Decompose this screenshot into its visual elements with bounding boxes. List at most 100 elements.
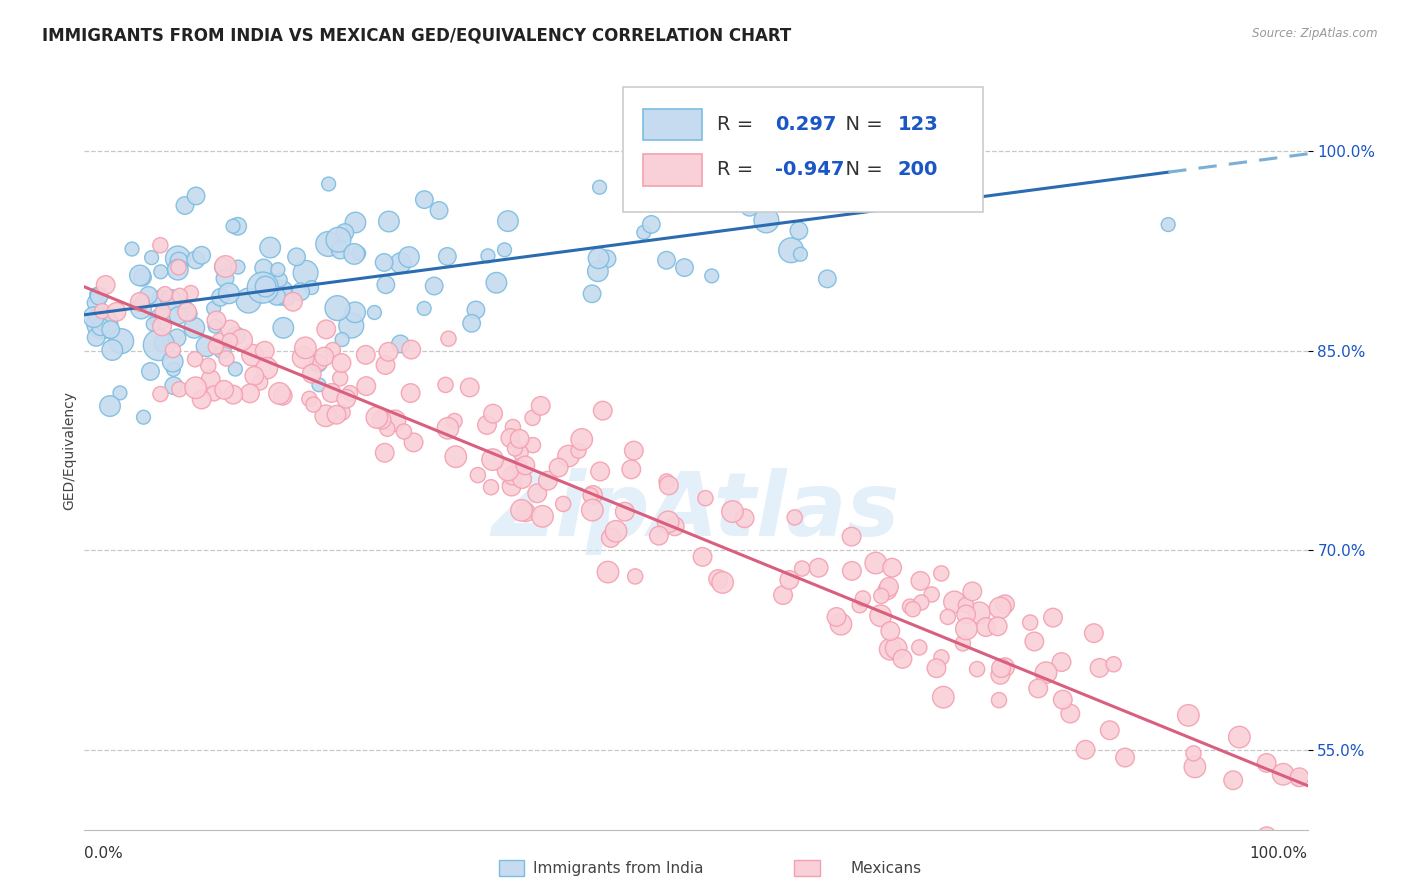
Point (100, 323, 122, 337)
Point (402, 435, 425, 450)
Point (1024, 634, 1046, 648)
Text: 100.0%: 100.0% (1250, 846, 1308, 861)
Point (91, 316, 114, 330)
Point (205, 313, 228, 327)
Point (152, 336, 174, 351)
Point (876, 583, 898, 598)
Point (326, 301, 349, 315)
Point (988, 668, 1011, 682)
Point (121, 242, 143, 256)
Point (141, 251, 163, 265)
Point (149, 238, 172, 252)
Point (131, 294, 153, 309)
Point (266, 289, 288, 303)
Text: Mexicans: Mexicans (851, 862, 921, 876)
Point (212, 383, 235, 397)
Point (755, 213, 778, 227)
Point (515, 458, 537, 473)
Point (1256, 829, 1278, 843)
Point (204, 340, 226, 354)
Point (640, 218, 662, 232)
Point (374, 277, 396, 292)
Point (929, 566, 952, 581)
Point (443, 414, 465, 428)
Point (363, 305, 385, 319)
Point (1088, 661, 1111, 675)
Point (526, 486, 548, 500)
Point (184, 381, 207, 395)
Point (1182, 747, 1205, 761)
Point (253, 343, 276, 358)
Point (460, 316, 482, 330)
Point (596, 252, 619, 266)
Point (335, 392, 357, 406)
Point (531, 509, 554, 524)
Point (84, 296, 107, 310)
Point (436, 249, 458, 263)
Point (1227, 730, 1250, 744)
Text: R =: R = (717, 161, 759, 179)
Point (879, 642, 901, 657)
Point (974, 620, 997, 634)
Point (354, 379, 377, 393)
FancyBboxPatch shape (623, 87, 983, 211)
Point (309, 355, 332, 369)
Point (214, 271, 236, 285)
Text: N =: N = (832, 115, 889, 134)
Point (224, 362, 246, 376)
Point (149, 292, 172, 306)
Point (501, 479, 523, 493)
Point (202, 301, 225, 316)
Point (1059, 706, 1081, 721)
Point (1042, 610, 1064, 624)
Point (479, 480, 502, 494)
Point (952, 636, 974, 650)
Text: -0.947: -0.947 (776, 161, 845, 179)
Point (734, 511, 756, 525)
Point (825, 610, 848, 624)
Point (502, 420, 524, 434)
Point (108, 385, 131, 400)
Point (180, 286, 202, 301)
Point (307, 356, 329, 370)
Point (477, 249, 499, 263)
Point (994, 597, 1017, 611)
Point (169, 289, 191, 303)
Point (267, 262, 290, 277)
Point (166, 331, 188, 345)
Point (259, 241, 281, 255)
Point (131, 270, 153, 285)
Point (503, 442, 526, 456)
Point (620, 462, 643, 476)
Text: R =: R = (717, 115, 759, 134)
Point (110, 334, 132, 348)
Point (142, 317, 165, 331)
Point (209, 290, 232, 304)
Point (222, 219, 245, 234)
Point (790, 561, 813, 575)
Point (884, 641, 907, 656)
Point (153, 287, 176, 301)
Point (485, 276, 508, 290)
Point (1102, 657, 1125, 672)
Point (787, 224, 810, 238)
Point (586, 264, 609, 278)
Text: Immigrants from India: Immigrants from India (533, 862, 704, 876)
Point (596, 565, 619, 579)
Point (966, 662, 988, 676)
Point (392, 425, 415, 439)
Point (841, 564, 863, 578)
Point (269, 273, 291, 287)
Point (592, 403, 614, 417)
Point (783, 510, 806, 524)
Point (434, 378, 457, 392)
Point (613, 505, 636, 519)
Text: ZipAtlas: ZipAtlas (492, 467, 900, 555)
Point (633, 226, 655, 240)
Point (588, 252, 610, 266)
Point (988, 601, 1011, 615)
Point (373, 255, 395, 269)
Point (174, 198, 197, 212)
Point (200, 372, 222, 386)
Point (219, 334, 242, 348)
